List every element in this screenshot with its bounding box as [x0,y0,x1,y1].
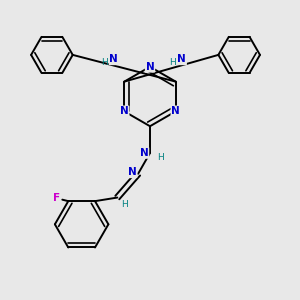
Text: N: N [171,106,180,116]
Text: N: N [110,54,118,64]
Text: N: N [146,62,154,72]
Text: H: H [101,58,108,67]
Text: H: H [122,200,128,209]
Text: N: N [140,148,148,158]
Text: H: H [157,153,164,162]
Text: N: N [128,167,136,177]
Text: H: H [169,58,176,67]
Text: F: F [53,193,60,203]
Text: N: N [177,54,186,64]
Text: N: N [120,106,129,116]
